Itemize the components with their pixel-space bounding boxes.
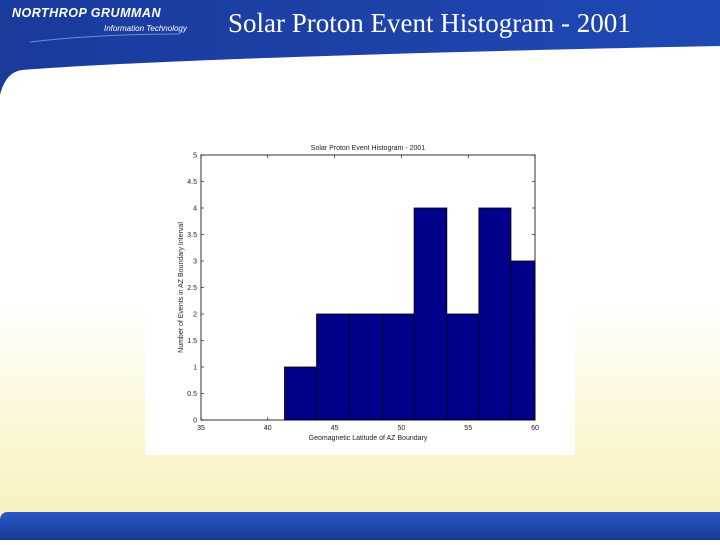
y-axis-label: Number of Events in AZ Boundary Interval	[178, 222, 185, 353]
histogram-bar	[413, 207, 448, 421]
histogram-figure: 0 0.5 1 1.5 2 2.5 3 3.5 4 4.5 5 35 40 45 50 55 60 Solar P…	[145, 135, 575, 455]
x-tick-label: 40	[264, 425, 272, 432]
header-banner	[0, 0, 720, 95]
y-tick-label: 0	[193, 418, 197, 425]
chart-title: Solar Proton Event Histogram - 2001	[311, 145, 425, 152]
x-tick-label: 55	[464, 425, 472, 432]
y-tick-label: 1.5	[187, 338, 197, 345]
x-axis-label: Geomagnetic Latitude of AZ Boundary	[309, 435, 428, 442]
y-tick-label: 5	[193, 153, 197, 160]
y-tick-label: 2	[193, 312, 197, 319]
x-tick-label: 50	[398, 425, 406, 432]
logo-text: NORTHROP GRUMMAN	[12, 6, 161, 20]
histogram-bar	[446, 313, 480, 421]
y-tick-label: 3.5	[187, 232, 197, 239]
slide-header: NORTHROP GRUMMAN Information Technology …	[0, 0, 720, 100]
y-tick-label: 2.5	[187, 285, 197, 292]
histogram-bar	[510, 260, 536, 421]
x-tick-label: 45	[331, 425, 339, 432]
y-tick-label: 0.5	[187, 391, 197, 398]
footer-bar	[0, 512, 720, 540]
slide-footer	[0, 512, 720, 540]
x-tick-label: 35	[197, 425, 205, 432]
x-tick-label: 60	[531, 425, 539, 432]
histogram-chart: 0 0.5 1 1.5 2 2.5 3 3.5 4 4.5 5 35 40 45 50 55 60 Solar P…	[178, 145, 539, 442]
y-tick-label: 4	[193, 206, 197, 213]
histogram-bar	[478, 207, 512, 421]
y-tick-label: 4.5	[187, 179, 197, 186]
histogram-bar	[348, 313, 384, 421]
y-tick-label: 1	[193, 365, 197, 372]
histogram-bar	[316, 313, 350, 421]
logo-subtext: Information Technology	[104, 24, 187, 33]
y-tick-label: 3	[193, 259, 197, 266]
northrop-grumman-logo: NORTHROP GRUMMAN Information Technology	[12, 6, 212, 40]
slide-title: Solar Proton Event Histogram - 2001	[228, 8, 631, 38]
histogram-bar	[382, 313, 415, 421]
histogram-bar	[284, 366, 317, 421]
